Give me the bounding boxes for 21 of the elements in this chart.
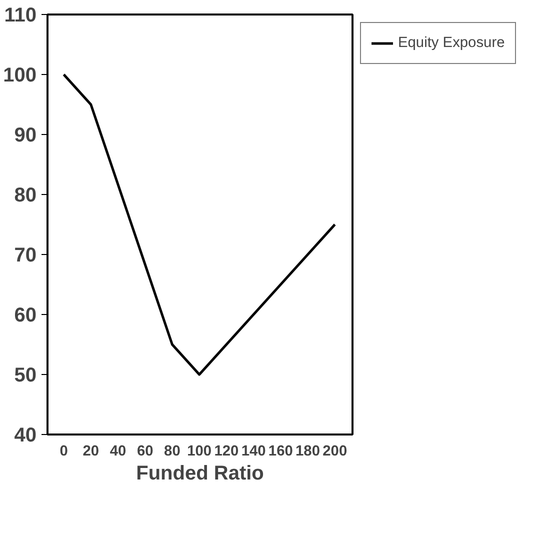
legend-label: Equity Exposure [398, 35, 505, 51]
y-tick-label: 70 [14, 244, 37, 266]
y-tick-label: 110 [4, 4, 36, 26]
y-tick-label: 90 [14, 124, 37, 146]
x-tick-label: 80 [164, 444, 180, 460]
x-tick-label: 40 [110, 444, 126, 460]
x-tick-label: 60 [136, 444, 154, 460]
x-axis-title: Funded Ratio [136, 462, 264, 484]
y-tick-label: 80 [14, 184, 37, 206]
x-tick-label: 200 [322, 444, 348, 460]
x-tick-label: 160 [268, 444, 293, 460]
y-tick-label: 50 [14, 364, 37, 386]
y-tick-label: 100 [3, 64, 37, 86]
x-tick-label: 0 [60, 444, 68, 460]
x-tick-label: 120 [214, 444, 239, 460]
x-tick-label: 100 [187, 444, 212, 460]
line-series [62, 73, 336, 376]
x-tick-label: 140 [241, 444, 266, 460]
x-tick-label: 20 [82, 444, 100, 460]
y-tick-label: 60 [14, 304, 37, 326]
x-tick-label: 180 [296, 444, 320, 460]
